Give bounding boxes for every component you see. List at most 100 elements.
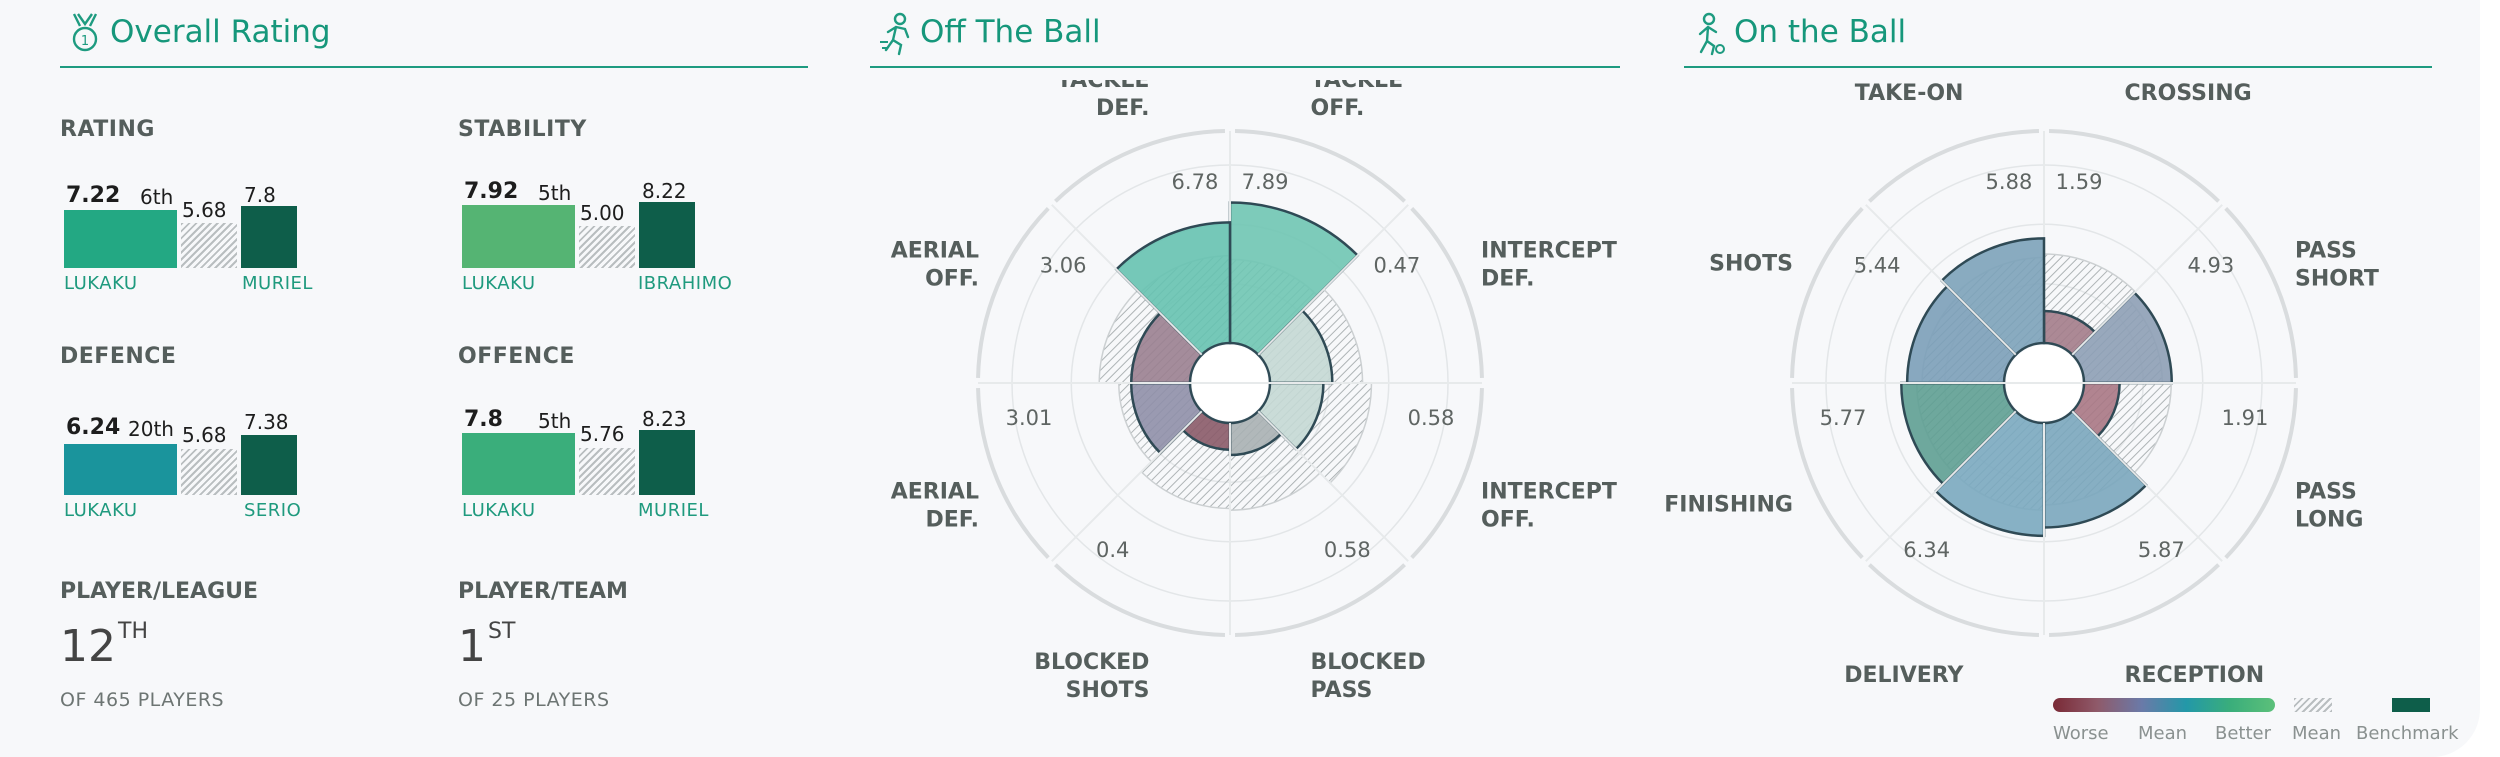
benchmark-player-name: IBRAHIMO <box>638 273 733 294</box>
category-label: AERIAL <box>891 480 979 505</box>
player-rank: 20th <box>128 417 174 441</box>
outer-ring-segment <box>1790 387 1864 559</box>
player-value: 7.8 <box>464 407 503 432</box>
metric-offence: OFFENCE 7.8 5th 5.76 8.23 LUKAKU MURIEL <box>458 344 738 521</box>
category-value: 5.87 <box>2138 538 2185 562</box>
spoke-line <box>1865 204 2017 356</box>
category-label: BLOCKED <box>1034 650 1149 675</box>
category-value: 7.89 <box>1242 170 1289 194</box>
player-value: 6.24 <box>66 415 121 440</box>
outer-ring-segment <box>2048 129 2220 203</box>
player-sector <box>1905 284 2018 385</box>
legend-worse: Worse <box>2053 723 2109 744</box>
legend-hatch-mean: Mean <box>2292 723 2342 744</box>
on-the-ball-header: On the Ball <box>1684 8 2432 68</box>
outer-ring-segment <box>2048 563 2220 637</box>
metric-rating: RATING 7.22 6th 5.68 7.8 LUKAKU MURIEL <box>60 117 340 294</box>
category-value: 5.77 <box>1820 406 1867 430</box>
category-label: SHOTS <box>1709 251 1793 276</box>
player-sector <box>1934 409 2046 538</box>
rank-subtitle: OF 25 PLAYERS <box>458 689 610 711</box>
category-value: 0.58 <box>1408 406 1455 430</box>
metric-stability: STABILITY 7.92 5th 5.00 8.22 LUKAKU IBRA… <box>458 117 738 294</box>
category-label: OFF. <box>1481 508 1535 533</box>
rank-suffix: ST <box>488 619 516 644</box>
metric-label: DEFENCE <box>60 344 177 369</box>
benchmark-value: 7.38 <box>244 410 289 434</box>
player-bar <box>64 444 177 495</box>
off-the-ball-polar-chart: 7.89 TACKLE OFF. 0.47 INTERCEPT DEF. 0.58 INTER… <box>891 80 1617 703</box>
player-with-ball-icon <box>1698 12 1725 56</box>
metric-defence: DEFENCE 6.24 20th 5.68 7.38 LUKAKU SERIO <box>60 344 340 521</box>
player-rank: 6th <box>140 185 174 209</box>
benchmark-bar <box>241 206 297 268</box>
benchmark-player-name: SERIO <box>244 500 302 521</box>
benchmark-bar <box>241 435 297 495</box>
medal-icon: 1 <box>72 13 98 52</box>
rank-number: 12TH <box>60 619 148 672</box>
off-the-ball-header: Off The Ball <box>870 8 1620 68</box>
spoke-line <box>1051 204 1203 356</box>
spoke-line <box>1051 410 1203 562</box>
player-sector <box>1900 381 2018 486</box>
category-label: FINISHING <box>1664 493 1793 518</box>
category-value: 3.01 <box>1006 406 1053 430</box>
category-label: PASS <box>1311 678 1373 703</box>
rank-suffix: TH <box>118 619 148 644</box>
metric-label: RATING <box>60 117 155 142</box>
player-name: LUKAKU <box>64 273 138 294</box>
player-bar <box>64 210 177 268</box>
section-title: Overall Rating <box>110 14 331 50</box>
outer-ring-segment <box>2224 207 2298 379</box>
legend-better: Better <box>2215 723 2272 744</box>
category-value: 1.91 <box>2222 406 2269 430</box>
player-rank: 5th <box>538 409 572 433</box>
benchmark-swatch <box>2392 698 2430 712</box>
metric-label: STABILITY <box>458 117 587 142</box>
category-value: 6.34 <box>1903 538 1950 562</box>
category-value: 0.4 <box>1096 538 1129 562</box>
metric-label: OFFENCE <box>458 344 575 369</box>
category-label: OFF. <box>1311 96 1365 121</box>
mean-bar <box>579 226 635 268</box>
svg-text:1: 1 <box>81 34 89 49</box>
player-sector <box>1114 221 1232 357</box>
spoke-line <box>1257 204 1409 356</box>
outer-ring-segment <box>1234 129 1406 203</box>
category-value: 6.78 <box>1172 170 1219 194</box>
outer-ring-segment <box>1410 207 1484 379</box>
category-value: 0.47 <box>1374 254 1421 278</box>
spoke-line <box>2071 204 2223 356</box>
category-value: 5.44 <box>1854 254 1901 278</box>
category-value: 1.59 <box>2056 170 2103 194</box>
category-value: 3.06 <box>1040 254 1087 278</box>
color-scale-bar <box>2053 698 2275 712</box>
category-label: TACKLE <box>1057 80 1150 93</box>
player-rank: 5th <box>538 181 572 205</box>
category-label: CROSSING <box>2125 81 2252 106</box>
category-label: BLOCKED <box>1311 650 1426 675</box>
legend: Worse Mean Better Mean Benchmark <box>2050 693 2480 753</box>
player-sector <box>1228 201 1360 357</box>
legend-mean: Mean <box>2138 723 2188 744</box>
category-label: OFF. <box>925 266 979 291</box>
player-name: LUKAKU <box>462 500 536 521</box>
category-label: INTERCEPT <box>1481 480 1617 505</box>
category-value: 0.58 <box>1324 538 1371 562</box>
rank-number: 1ST <box>458 619 516 672</box>
outer-ring-segment <box>1868 129 2040 203</box>
category-label: DEF. <box>926 508 979 533</box>
player-sector <box>2042 409 2148 529</box>
player-value: 7.92 <box>464 179 519 204</box>
mean-value: 5.76 <box>580 422 625 446</box>
benchmark-value: 7.8 <box>244 183 276 207</box>
rank-label: PLAYER/LEAGUE <box>60 579 259 604</box>
benchmark-value: 8.23 <box>642 407 687 431</box>
rank-subtitle: OF 465 PLAYERS <box>60 689 225 711</box>
on-the-ball-polar-chart: 1.59 CROSSING 4.93 PASS SHORT 1.91 PASS LONG 5.8… <box>1664 81 2379 688</box>
category-label: RECEPTION <box>2125 663 2265 688</box>
outer-ring-segment <box>1410 387 1484 559</box>
benchmark-value: 8.22 <box>642 179 687 203</box>
category-label: TACKLE <box>1311 80 1404 93</box>
